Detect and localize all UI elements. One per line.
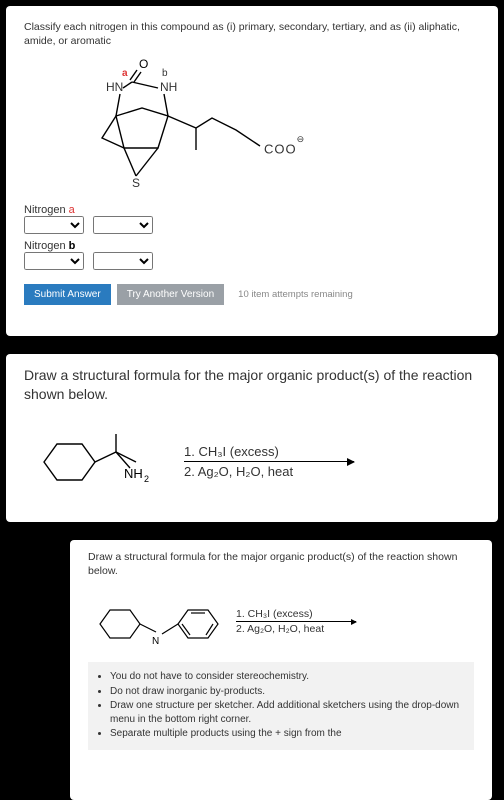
- reaction-row-1: NH 2 1. CH₃I (excess) 2. Ag₂O, H₂O, heat: [24, 422, 480, 502]
- instruction-notes: You do not have to consider stereochemis…: [88, 662, 474, 750]
- nitrogen-b-selects: [24, 252, 480, 270]
- prompt-text-3: Draw a structural formula for the major …: [88, 550, 474, 578]
- attempts-remaining: 10 item attempts remaining: [238, 289, 353, 300]
- molecule-diagram-1: O a b HN N: [24, 58, 480, 198]
- reaction-arrow-sm: [236, 621, 356, 622]
- submit-button[interactable]: Submit Answer: [24, 284, 111, 305]
- reagents-block-2: 1. CH₃I (excess) 2. Ag₂O, H₂O, heat: [236, 608, 356, 635]
- prompt-text: Classify each nitrogen in this compound …: [24, 20, 480, 48]
- nitrogen-b-row: Nitrogen b: [24, 240, 480, 252]
- reagent-1: 1. CH₃I (excess): [184, 444, 279, 459]
- nitrogen-a-select-1[interactable]: [24, 216, 84, 234]
- svg-text:2: 2: [144, 474, 149, 484]
- nitrogen-a-row: Nitrogen a: [24, 204, 480, 216]
- try-another-button[interactable]: Try Another Version: [117, 284, 224, 305]
- reactant-svg-2: N: [88, 588, 228, 654]
- note-item: Do not draw inorganic by-products.: [110, 685, 464, 699]
- reagents-block-1: 1. CH₃I (excess) 2. Ag₂O, H₂O, heat: [184, 444, 354, 479]
- note-item: You do not have to consider stereochemis…: [110, 670, 464, 684]
- label-b: b: [162, 68, 168, 79]
- reactant-svg-1: NH 2: [24, 422, 154, 502]
- label-coo: COO⊖: [264, 140, 305, 156]
- reaction-arrow: [184, 461, 354, 462]
- label-nh: NH: [160, 80, 177, 94]
- question-card-classify-nitrogen: Classify each nitrogen in this compound …: [6, 6, 498, 336]
- nitrogen-a-select-2[interactable]: [93, 216, 153, 234]
- nitrogen-a-suffix: a: [69, 204, 75, 216]
- nitrogen-a-selects: [24, 216, 480, 234]
- reagent-2: 2. Ag₂O, H₂O, heat: [184, 464, 293, 479]
- reagent-1-sm: 1. CH₃I (excess): [236, 608, 313, 620]
- label-hn: HN: [106, 80, 123, 94]
- nitrogen-a-label: Nitrogen: [24, 204, 69, 216]
- svg-text:N: N: [152, 636, 159, 647]
- nitrogen-b-suffix: b: [69, 240, 76, 252]
- nitrogen-b-select-1[interactable]: [24, 252, 84, 270]
- note-item: Separate multiple products using the + s…: [110, 727, 464, 741]
- svg-text:O: O: [139, 58, 148, 71]
- button-row: Submit Answer Try Another Version 10 ite…: [24, 284, 480, 305]
- nitrogen-b-select-2[interactable]: [93, 252, 153, 270]
- prompt-text-2: Draw a structural formula for the major …: [24, 366, 480, 404]
- reagent-2-sm: 2. Ag₂O, H₂O, heat: [236, 623, 324, 635]
- label-s: S: [132, 176, 140, 190]
- question-card-reaction-1: Draw a structural formula for the major …: [6, 354, 498, 522]
- molecule-svg: O: [24, 58, 304, 198]
- label-a: a: [122, 68, 128, 79]
- svg-text:NH: NH: [124, 466, 143, 481]
- question-card-reaction-2: Draw a structural formula for the major …: [70, 540, 492, 800]
- note-item: Draw one structure per sketcher. Add add…: [110, 699, 464, 726]
- reaction-row-2: N 1. CH₃I (excess) 2. Ag₂O, H₂O, heat: [88, 588, 474, 654]
- nitrogen-b-label: Nitrogen: [24, 240, 69, 252]
